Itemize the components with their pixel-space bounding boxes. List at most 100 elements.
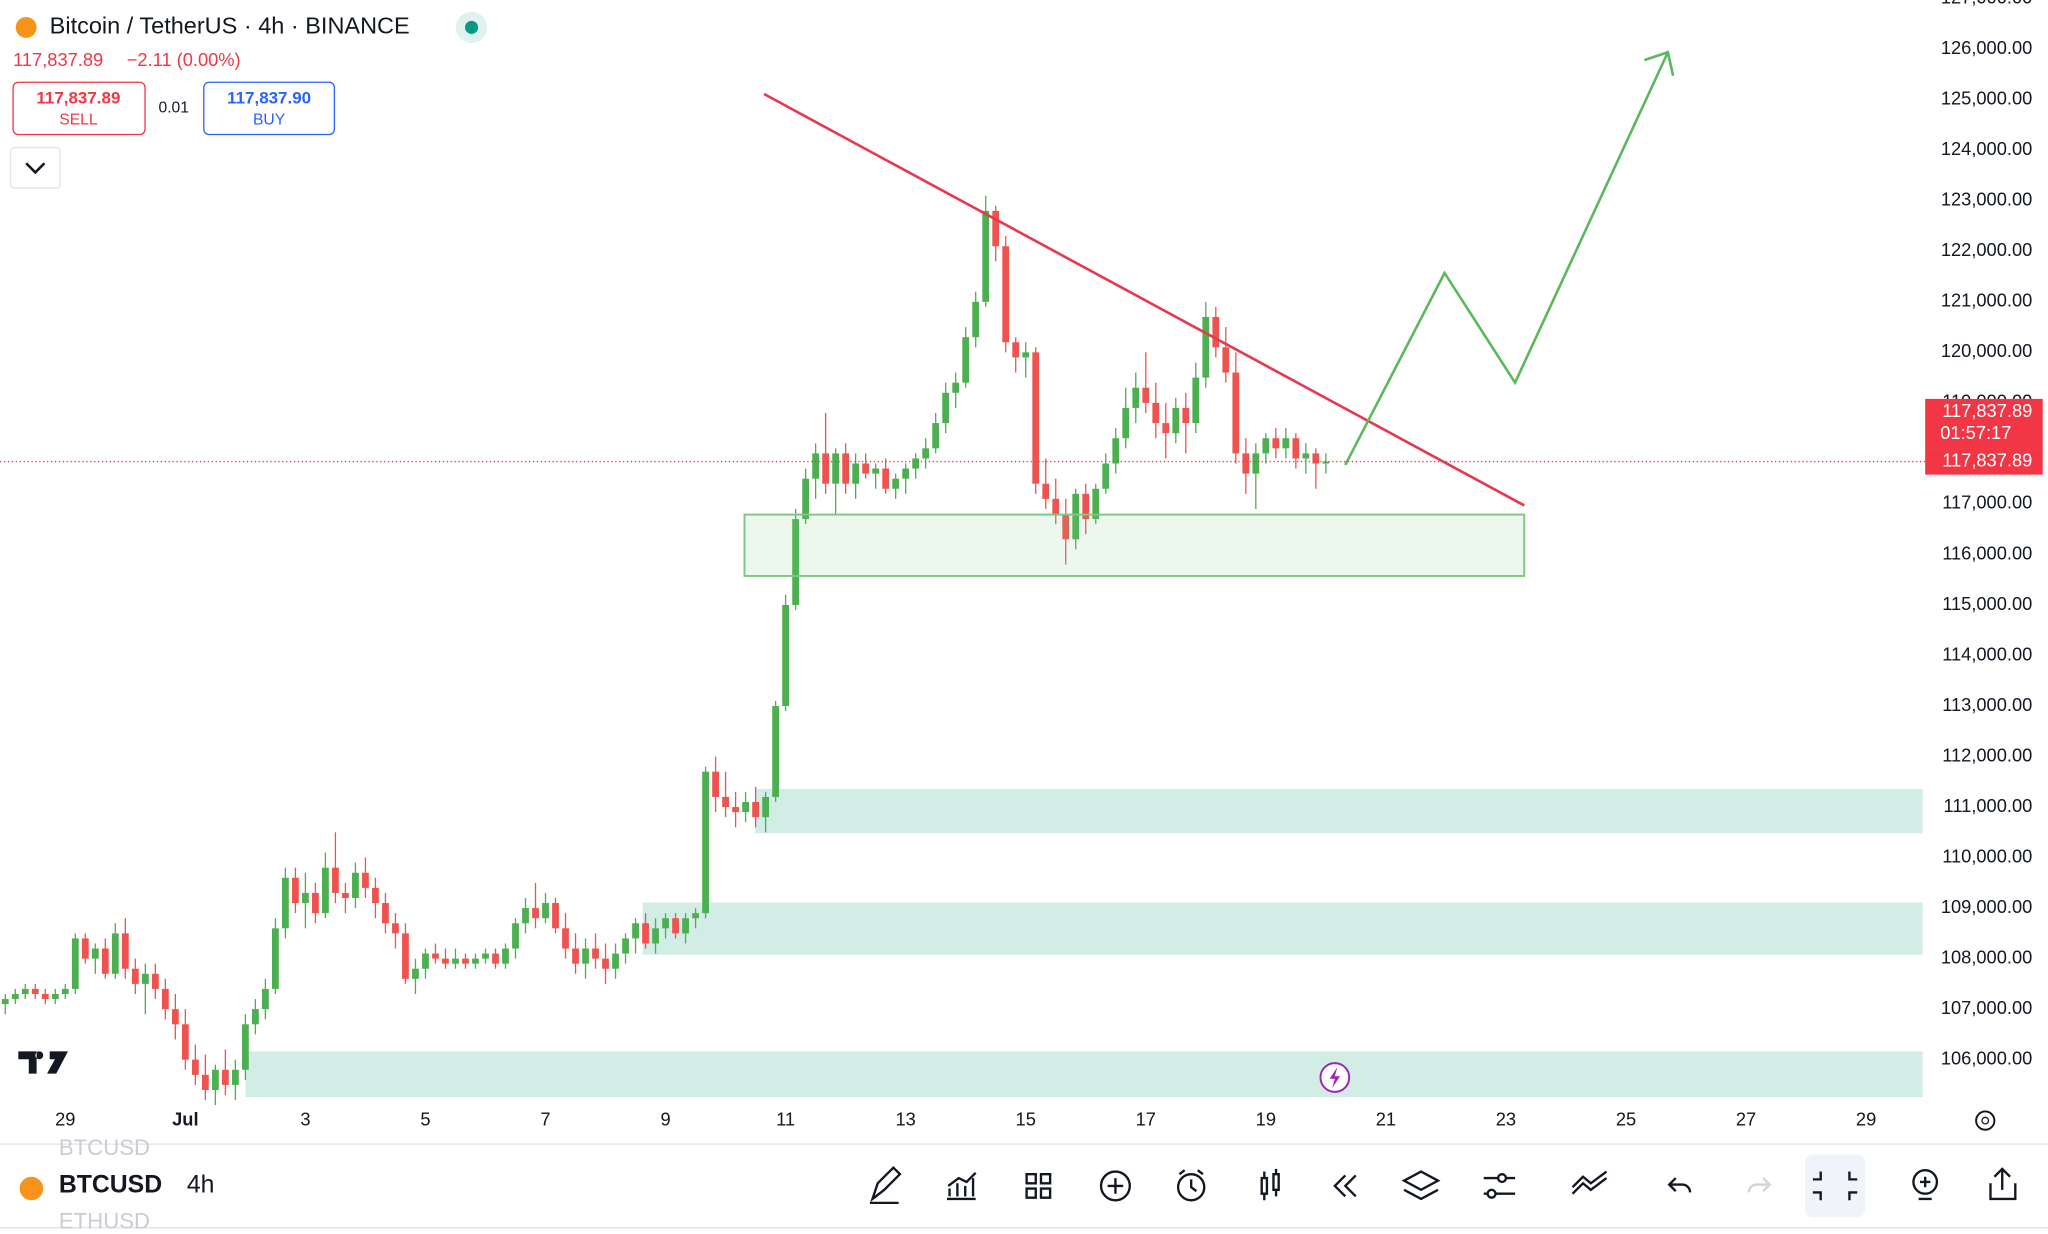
candle-body [442,958,449,964]
candle-body [672,918,679,934]
candle-body [1192,377,1200,424]
buy-price: 117,837.90 [227,89,311,108]
candle-body [342,892,349,899]
add-plus [1107,1178,1124,1194]
candle-body [261,988,269,1010]
x-tick-label: 11 [776,1108,795,1129]
support-box [743,513,1526,577]
x-tick-label: 15 [1016,1108,1036,1129]
x-tick-label: 21 [1376,1108,1396,1129]
symbol-title: Bitcoin / TetherUS · 4h · BINANCE [50,13,410,39]
candle-body [1052,498,1060,515]
layers[interactable] [1401,1170,1441,1201]
candle-body [562,928,569,949]
fullscreen-button[interactable] [1805,1154,1866,1218]
collapse-icon [1812,1171,1858,1201]
y-tick-label: 111,000.00 [1944,795,2033,816]
candle-body [702,771,709,914]
candle-body [932,423,940,449]
chart-type[interactable] [1260,1168,1280,1201]
collapse-button[interactable] [9,146,61,189]
next-symbol[interactable]: ETHUSD [59,1208,150,1233]
candle-body [332,867,339,893]
add[interactable] [1099,1170,1131,1202]
x-tick-label: 29 [1856,1108,1876,1129]
prev-symbol[interactable]: BTCUSD [59,1135,150,1160]
candle-body [502,948,509,964]
candle-body [832,453,840,484]
candle-body [902,468,910,479]
trend-tools[interactable] [1571,1170,1608,1195]
settings-icon-core [1981,1116,1990,1125]
redo[interactable] [1747,1177,1772,1193]
y-tick-label: 121,000.00 [1941,290,2032,311]
candle-body [292,877,299,904]
sell-button[interactable] [12,81,146,136]
x-tick-label: 25 [1616,1108,1636,1129]
knob [1486,1188,1497,1199]
candle-body [251,1009,259,1025]
ideas[interactable] [1912,1169,1939,1195]
candle-body [862,463,870,474]
candle-body [942,392,950,424]
candle-body [1212,316,1220,348]
x-tick-label: 9 [660,1108,670,1129]
candle-body [191,1059,199,1075]
draw-tool[interactable] [869,1165,902,1205]
y-tick-label: 125,000.00 [1941,88,2032,109]
interval[interactable]: 4h [187,1171,215,1198]
candle-body [1082,493,1090,520]
candle-body [402,933,409,979]
indicators[interactable] [946,1172,977,1201]
candle-body [422,953,429,969]
alert-hands [1178,1169,1204,1193]
candle-body [602,958,609,969]
undo[interactable] [1667,1177,1692,1193]
settings-icon[interactable] [1975,1110,1996,1131]
candle-body [782,604,790,707]
alert[interactable] [1176,1172,1206,1202]
bolt [1329,1067,1341,1088]
candle-body [392,923,399,934]
y-tick-label: 123,000.00 [1941,189,2032,210]
candle-body [181,1024,189,1060]
price: 117,837.89 [13,49,103,70]
candle-body [922,448,930,459]
candle-body [372,887,379,904]
candle-body [852,463,860,484]
y-tick-label: 109,000.00 [1941,896,2032,917]
candle-body [592,948,599,959]
candle-body [91,948,99,959]
layouts[interactable] [1025,1172,1052,1199]
buy-button[interactable] [203,81,336,136]
y-tick-label: 110,000.00 [1942,845,2032,866]
candle-body [972,301,980,338]
candle-body [1182,407,1190,424]
candle-body [1222,347,1230,373]
candle-body [892,478,900,489]
y-tick-label: 127,000.00 [1941,0,2032,8]
sell-label: SELL [59,111,98,128]
candle-body [662,918,669,929]
candle-body [522,908,529,924]
candle-body [532,908,539,919]
x-tick-label: 5 [420,1108,430,1129]
symbol[interactable]: BTCUSD [59,1171,162,1198]
share[interactable] [1989,1167,2017,1201]
candle-body [912,458,920,469]
candle-body [882,468,890,489]
zone [754,788,1923,834]
candle-body [752,802,760,818]
x-tick-label: Jul [172,1108,198,1129]
price-tag-box [1925,448,2043,475]
y-tick-label: 124,000.00 [1941,138,2032,159]
candle-body [161,988,169,1010]
zone [245,1051,1923,1098]
candle-body [1322,461,1330,464]
coin-icon [15,16,37,38]
candle-body [111,933,119,974]
candle-body [642,923,649,944]
candle-body [201,1074,209,1090]
replay[interactable] [1333,1174,1357,1198]
